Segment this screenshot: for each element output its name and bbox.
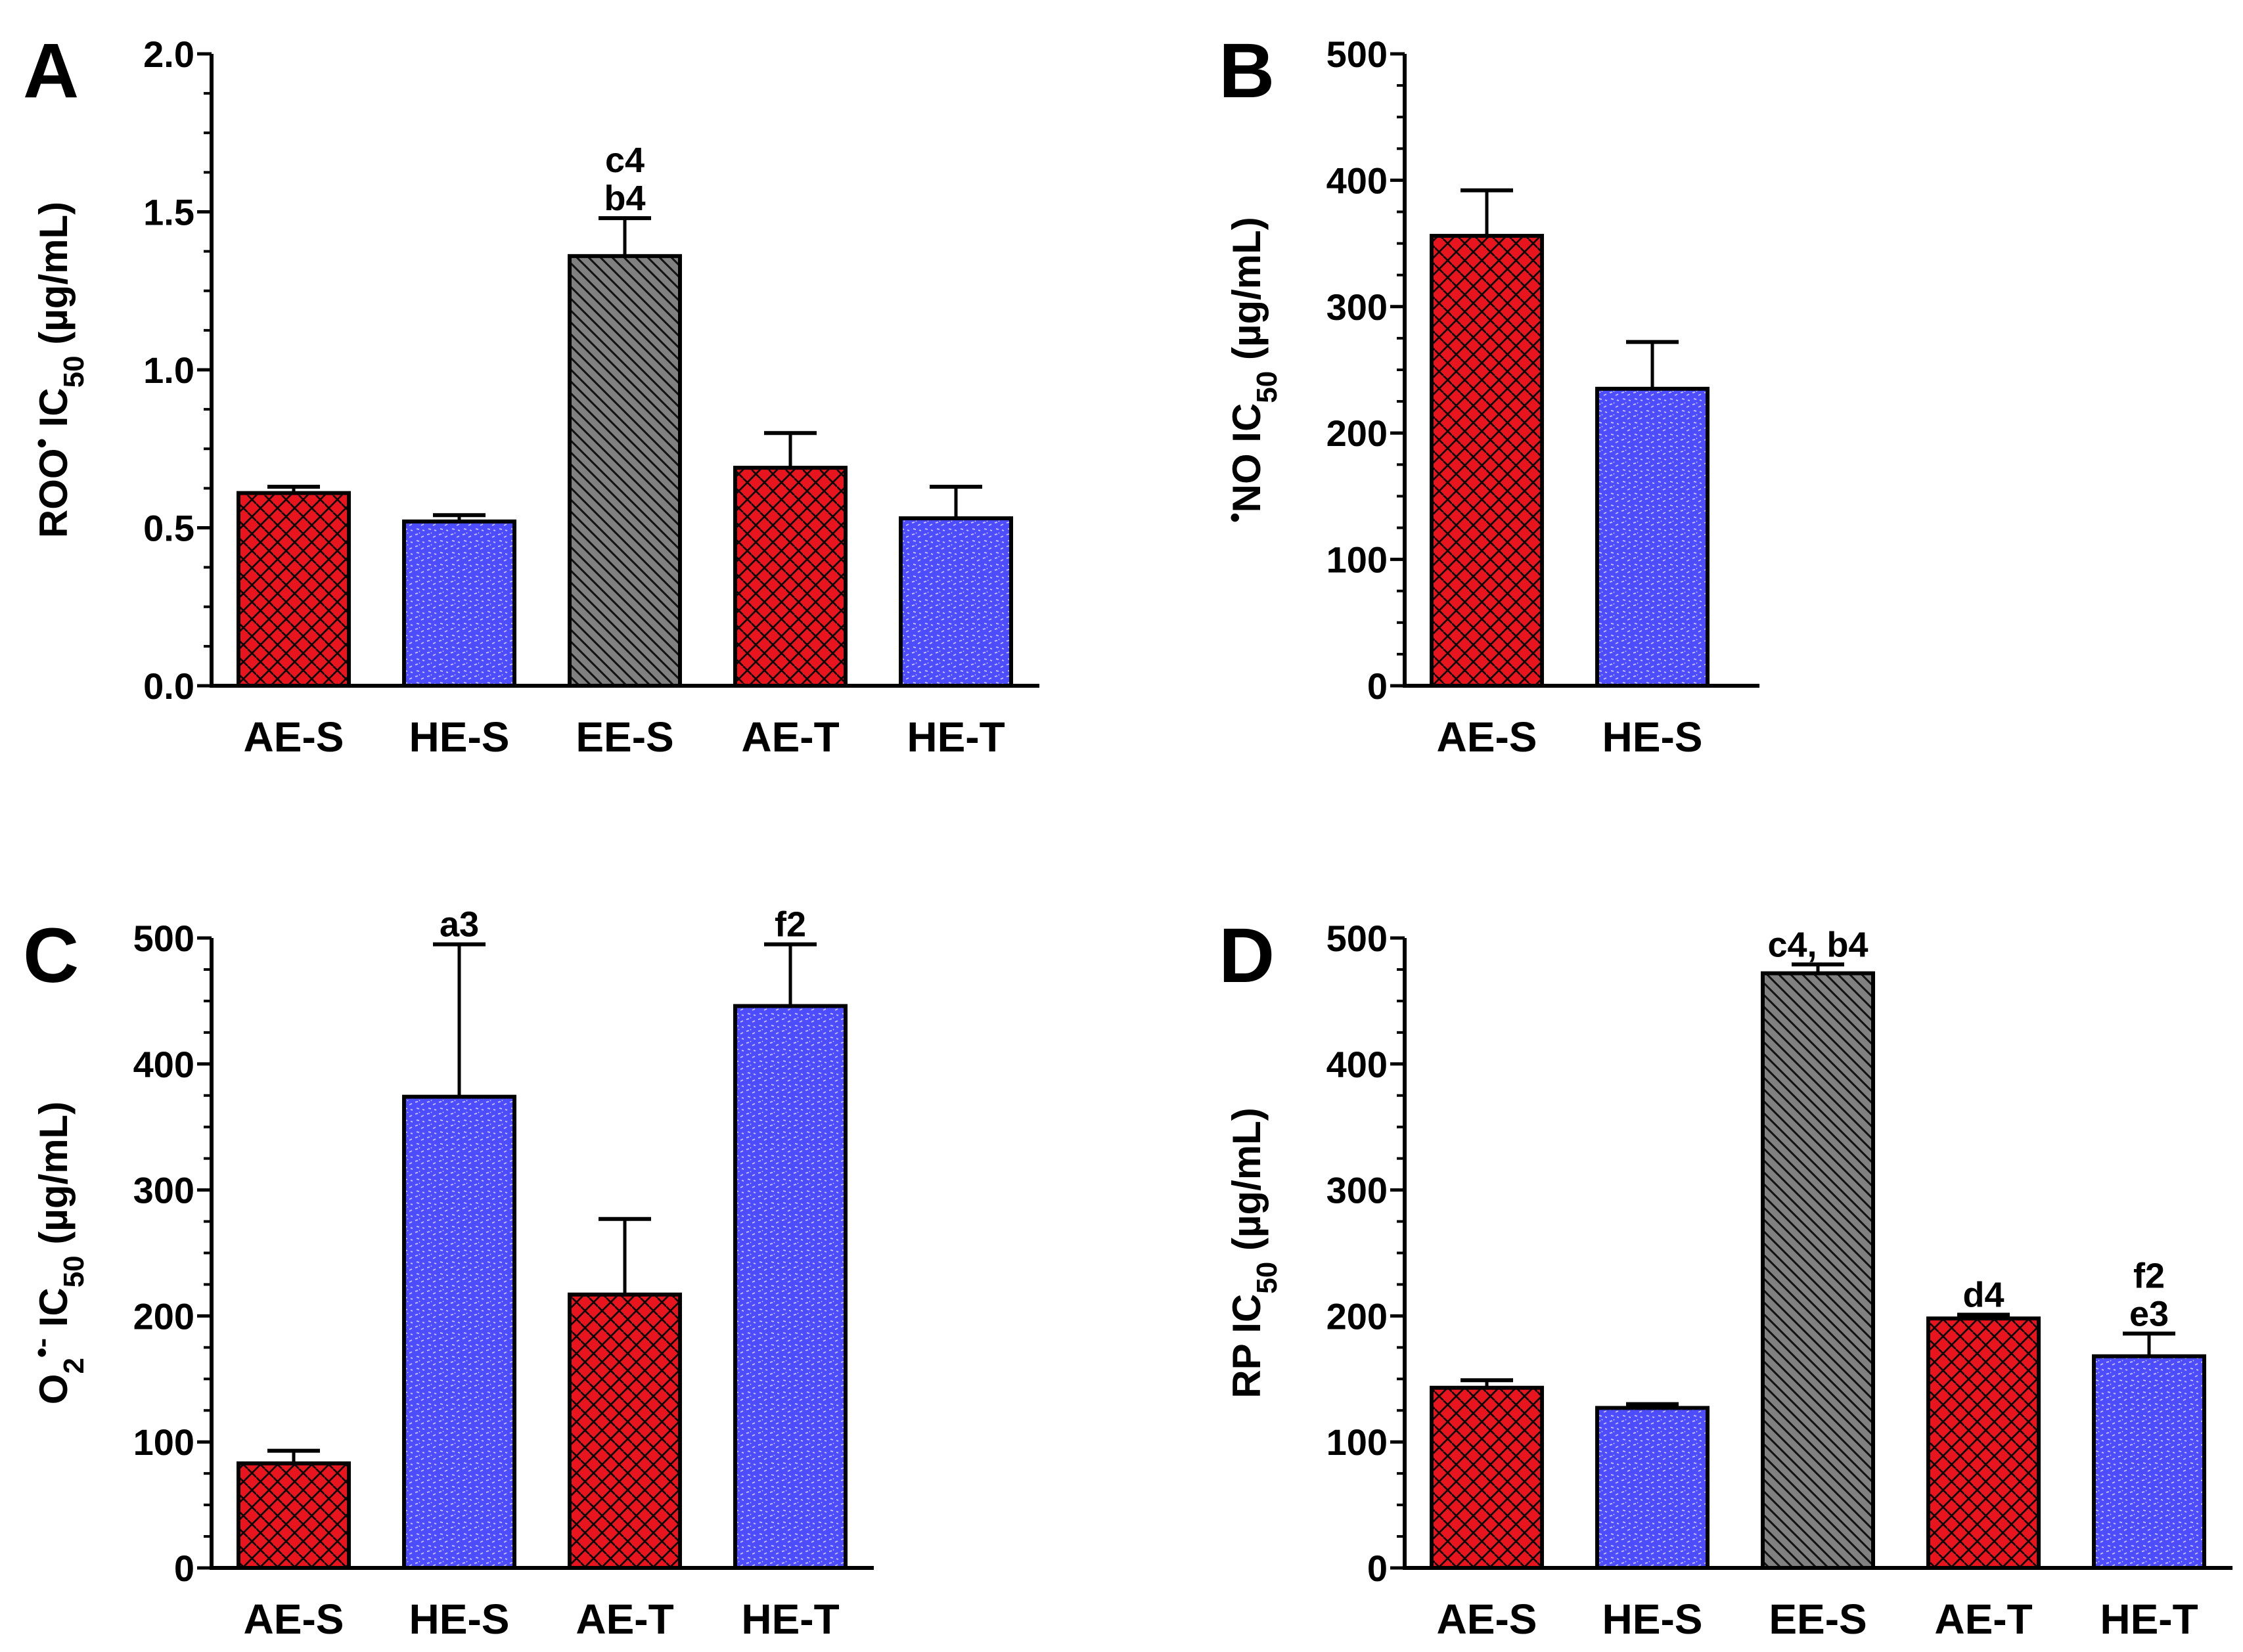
y-tick-label: 1.5: [143, 192, 194, 233]
bar-ae-t: [1926, 1316, 2041, 1570]
panel-letter: C: [23, 912, 79, 999]
significance-label: c4, b4: [1767, 925, 1868, 964]
panel-a-chart: A 0.0 0.5 1.0 1.5 2.0 ROO• IC50 (µg/mL) AE-S HE-…: [23, 28, 1039, 761]
panel-c-chart: C 0 100 200 300 400 500 O2•- IC50 (µg/mL) AE-S a3…: [23, 905, 874, 1643]
panel-letter: A: [23, 28, 79, 114]
y-tick-label: 100: [133, 1421, 194, 1463]
panel-letter: B: [1219, 28, 1275, 114]
significance-label: f2: [2133, 1256, 2165, 1295]
y-tick-label: 500: [1326, 918, 1388, 959]
y-tick-label: 300: [1326, 286, 1388, 328]
x-category-label: EE-S: [1769, 1596, 1867, 1643]
y-tick-label: 1.0: [143, 349, 194, 391]
y-tick-label: 300: [133, 1170, 194, 1211]
y-tick-label: 0: [174, 1548, 194, 1589]
y-tick-label: 0.0: [143, 665, 194, 707]
bar-ae-s: [1430, 234, 1544, 688]
x-category-label: EE-S: [576, 713, 673, 761]
panel-letter: D: [1219, 912, 1275, 999]
y-tick-label: 200: [1326, 413, 1388, 454]
y-axis-label: •NO IC50 (µg/mL): [1219, 217, 1283, 523]
y-tick-label: 100: [1326, 539, 1388, 581]
bar-he-s: [1595, 1406, 1710, 1571]
x-category-label: AE-S: [244, 713, 344, 761]
x-category-label: AE-S: [244, 1596, 344, 1643]
x-category-label: HE-T: [741, 1596, 839, 1643]
x-category-label: HE-T: [907, 713, 1005, 761]
y-tick-label: 400: [133, 1044, 194, 1085]
y-tick-label: 500: [1326, 33, 1388, 75]
x-category-label: AE-S: [1437, 713, 1537, 761]
bar-he-t: [733, 1004, 848, 1570]
x-category-label: AE-T: [741, 713, 839, 761]
panel-b-chart: B 0 100 200 300 400 500 •NO IC50 (µg/mL) AE-S HE-…: [1219, 28, 1759, 761]
y-tick-label: 0: [1367, 1548, 1388, 1589]
y-tick-label: 300: [1326, 1170, 1388, 1211]
significance-label: e3: [2129, 1294, 2169, 1333]
y-axis-label: O2•- IC50 (µg/mL): [26, 1102, 90, 1404]
y-tick-label: 400: [1326, 1044, 1388, 1085]
significance-label: a3: [440, 905, 479, 945]
y-tick-label: 0: [1367, 665, 1388, 707]
bar-ae-s: [237, 1461, 351, 1570]
significance-label: b4: [604, 179, 645, 218]
panel-d-chart: D 0 100 200 300 400 500 RP IC50 (µg/mL) AE-S HE-S…: [1219, 912, 2232, 1643]
bar-he-s: [1595, 386, 1710, 688]
y-tick-label: 2.0: [143, 33, 194, 75]
bar-ae-t: [733, 466, 848, 688]
bar-ae-t: [568, 1292, 682, 1570]
x-category-label: HE-S: [409, 1596, 510, 1643]
y-tick-label: 200: [133, 1295, 194, 1337]
x-category-label: AE-S: [1437, 1596, 1537, 1643]
x-category-label: HE-S: [1602, 1596, 1703, 1643]
significance-label: d4: [1962, 1275, 2004, 1314]
y-axis-label: ROO• IC50 (µg/mL): [26, 202, 90, 538]
bar-he-t: [2092, 1354, 2206, 1570]
y-tick-label: 400: [1326, 160, 1388, 201]
significance-label: c4: [605, 141, 645, 180]
y-tick-label: 100: [1326, 1421, 1388, 1463]
bar-ae-s: [237, 491, 351, 688]
y-axis-label: RP IC50 (µg/mL): [1225, 1107, 1283, 1398]
bar-he-t: [899, 516, 1013, 688]
bar-ae-s: [1430, 1385, 1544, 1571]
bar-ee-s: [568, 254, 682, 688]
y-tick-label: 0.5: [143, 508, 194, 549]
x-category-label: AE-T: [576, 1596, 673, 1643]
x-category-label: HE-S: [1602, 713, 1703, 761]
y-tick-label: 200: [1326, 1295, 1388, 1337]
x-category-label: HE-T: [2100, 1596, 2198, 1643]
significance-label: f2: [775, 905, 806, 945]
x-category-label: HE-S: [409, 713, 510, 761]
bar-ee-s: [1761, 971, 1875, 1570]
x-category-label: AE-T: [1934, 1596, 2032, 1643]
y-tick-label: 500: [133, 918, 194, 959]
bar-he-s: [402, 519, 516, 688]
bar-he-s: [402, 1094, 516, 1570]
